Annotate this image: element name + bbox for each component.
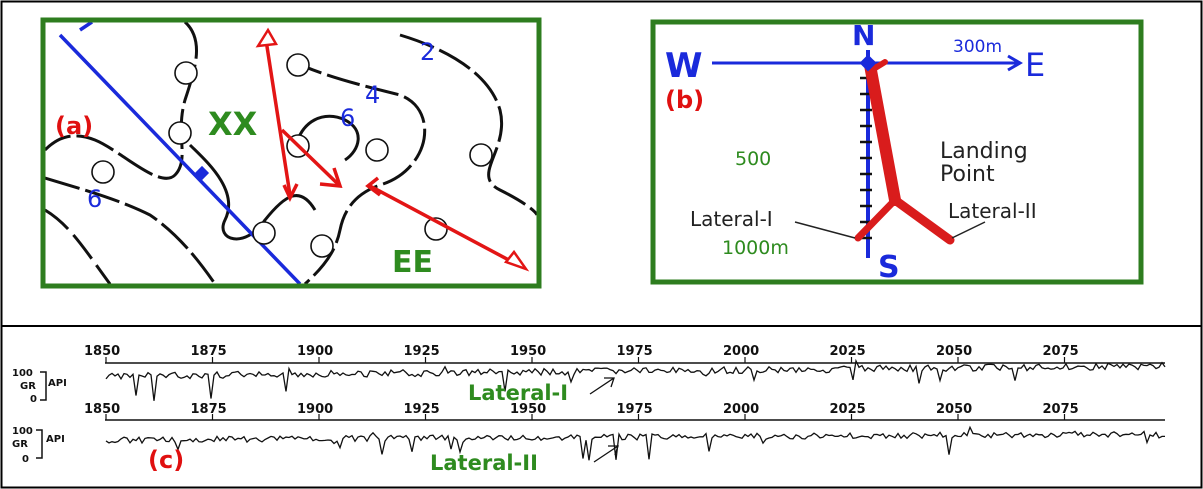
contour-line <box>45 176 217 284</box>
well-circle <box>310 234 334 258</box>
track-2-depth-label: 2025 <box>830 402 866 417</box>
west-label: W <box>665 46 703 86</box>
well-circle <box>286 53 310 77</box>
well-circle <box>168 121 192 145</box>
north-label: N <box>852 19 875 52</box>
lateral-1-leader <box>794 221 856 239</box>
track-1: 1850 1875 1900 1925 1950 1975 2000 2025 2050 2075… <box>12 344 1166 405</box>
lateral-1-label: Lateral-I <box>690 207 773 231</box>
panel-a-label: (a) <box>55 112 93 140</box>
contour-label: 2 <box>420 38 435 66</box>
track-2-scale-top: 100 <box>12 426 33 437</box>
panel-c-label: (c) <box>148 446 184 474</box>
track-1-depth-label: 2025 <box>830 344 866 359</box>
track-1-scale-bottom: 0 <box>30 394 37 405</box>
panel-c-gr-logs: 1850 1875 1900 1925 1950 1975 2000 2025 2050 2075… <box>2 325 1201 475</box>
track-1-depth-label: 1925 <box>404 344 440 359</box>
depth-tick-row-2: 1850 1875 1900 1925 1950 1975 2000 2025 2050 2075 <box>84 402 1079 420</box>
track-1-scale-top: 100 <box>12 368 33 379</box>
panel-b-label: (b) <box>665 86 704 114</box>
track-1-depth-label: 1850 <box>84 344 120 359</box>
track-2-depth-label: 1900 <box>297 402 333 417</box>
track-2-depth-label: 1975 <box>617 402 653 417</box>
landing-point-label-line2: Point <box>940 162 995 187</box>
well-trajectory <box>854 59 955 245</box>
track-1-pointer <box>589 377 615 395</box>
track-1-depth-label: 1900 <box>297 344 333 359</box>
contour-line <box>188 143 317 241</box>
south-label: S <box>878 250 900 285</box>
contour-label: 4 <box>365 81 380 109</box>
track-2-pointer <box>593 445 619 463</box>
track-1-name: Lateral-I <box>468 381 568 405</box>
track-1-unit: API <box>48 378 67 389</box>
contour-line <box>293 114 360 162</box>
track-2-curve: GR <box>12 439 28 450</box>
surface-location <box>859 54 877 72</box>
gr-curve-lateral-2 <box>105 425 1165 461</box>
panel-b-well-plan: W E 300m N S (b) 500 100 <box>650 19 1144 285</box>
gr-curve-lateral-1 <box>105 358 1166 401</box>
contour-label: 6 <box>340 104 355 132</box>
well-circle <box>174 61 198 85</box>
well-circle <box>91 160 115 184</box>
track-1-curve: GR <box>20 381 36 392</box>
well-symbols <box>91 53 493 258</box>
fault-line <box>79 22 93 32</box>
panel-b-frame <box>650 19 1144 285</box>
contour-line <box>289 58 427 284</box>
track-2-unit: API <box>46 434 65 445</box>
track-2-depth-label: 2000 <box>723 402 759 417</box>
lateral-2-leader <box>951 221 986 239</box>
landing-point-label-line1: Landing <box>940 139 1028 164</box>
contour-line <box>45 208 112 284</box>
well-name-label: XX <box>208 105 258 143</box>
east-label: E <box>1025 46 1045 84</box>
well-circle <box>469 143 493 167</box>
track-2-depth-label: 1925 <box>404 402 440 417</box>
track-2-depth-label: 2050 <box>936 402 972 417</box>
track-2-depth-label: 1950 <box>510 402 546 417</box>
track-2: 1850 1875 1900 1925 1950 1975 2000 2025 2050 2075… <box>12 402 1165 475</box>
well-paths <box>255 27 530 272</box>
track-1-depth-label: 1875 <box>191 344 227 359</box>
contour-label: 6 <box>87 185 102 213</box>
area-name-label: EE <box>392 245 433 280</box>
well-marker <box>194 165 210 181</box>
track-2-name: Lateral-II <box>430 451 538 475</box>
panel-a-frame <box>40 17 542 289</box>
depth-tick-row-1: 1850 1875 1900 1925 1950 1975 2000 2025 2050 2075 <box>84 344 1079 363</box>
contour-line <box>399 33 537 216</box>
track-2-depth-label: 1875 <box>191 402 227 417</box>
track-1-depth-label: 2050 <box>936 344 972 359</box>
track-1-depth-label: 1950 <box>510 344 546 359</box>
depth-500-label: 500 <box>735 148 771 170</box>
track-1-bracket <box>40 371 47 401</box>
track-2-depth-label: 1850 <box>84 402 120 417</box>
lateral-2-label: Lateral-II <box>948 199 1037 223</box>
track-2-scale-bottom: 0 <box>22 454 29 465</box>
scale-300-label: 300m <box>953 37 1002 57</box>
track-2-depth-label: 2075 <box>1043 402 1079 417</box>
panel-a-map: (a) XX EE 2 4 6 6 <box>40 17 542 289</box>
track-1-depth-label: 2075 <box>1043 344 1079 359</box>
track-1-depth-label: 2000 <box>723 344 759 359</box>
track-2-bracket <box>36 429 43 459</box>
depth-1000-label: 1000m <box>722 237 789 259</box>
well-circle <box>252 221 276 245</box>
well-circle <box>365 138 389 162</box>
track-1-depth-label: 1975 <box>617 344 653 359</box>
